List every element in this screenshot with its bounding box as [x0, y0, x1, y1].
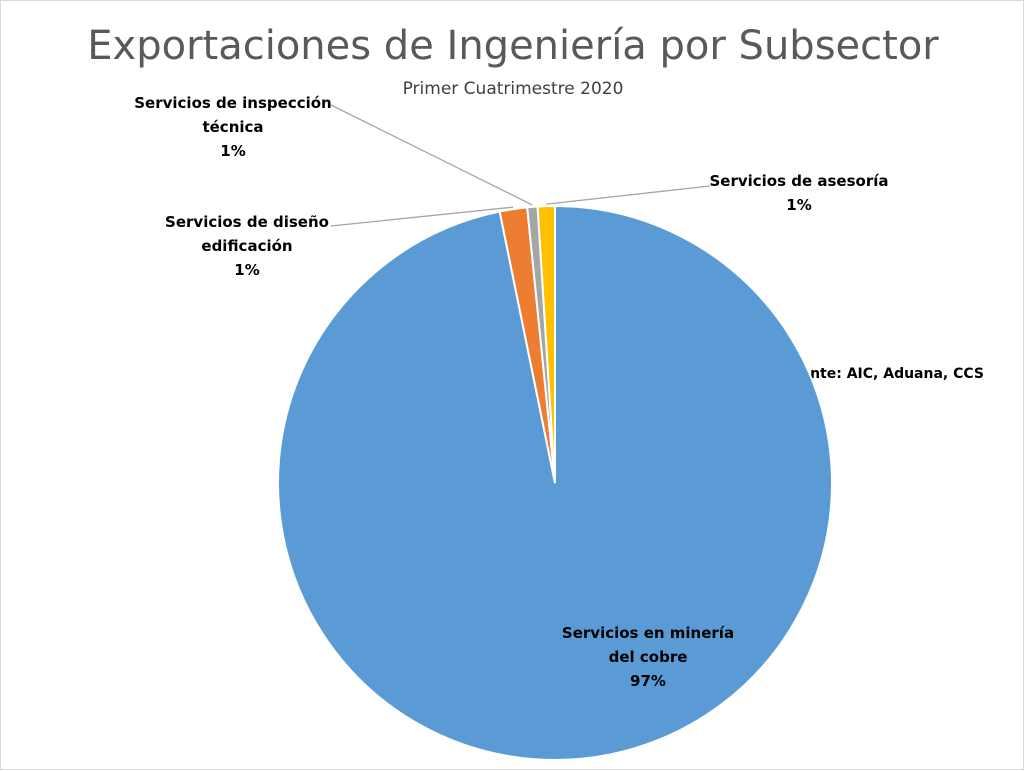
slice-percent: 1% — [220, 142, 245, 160]
chart-subtitle: Primer Cuatrimestre 2020 — [403, 79, 624, 99]
slice-name-line: del cobre — [609, 648, 688, 666]
leader-line-2 — [330, 104, 533, 206]
pie-slice-3 — [536, 204, 556, 484]
slice-label-0: Servicios en minería del cobre 97% — [562, 624, 734, 690]
slice-percent: 97% — [630, 672, 666, 690]
slice-name-line: técnica — [202, 118, 263, 136]
chart-title: Exportaciones de Ingeniería por Subsecto… — [87, 23, 939, 69]
slice-labels: Servicios en minería del cobre 97%Servicio… — [134, 94, 888, 690]
slice-name-line: Servicios de diseño — [165, 213, 329, 231]
leader-lines — [330, 104, 711, 227]
slice-label-1: Servicios de diseño edificación 1% — [165, 213, 329, 279]
source-note: Fuente: AIC, Aduana, CCS — [782, 366, 984, 382]
leader-line-3 — [546, 185, 711, 205]
slice-label-3: Servicios de asesoría 1% — [709, 172, 888, 214]
leader-line-1 — [330, 206, 514, 227]
pie-slices — [277, 204, 833, 761]
slice-name-line: Servicios en minería — [562, 624, 734, 642]
slice-percent: 1% — [234, 261, 259, 279]
slice-percent: 1% — [786, 196, 811, 214]
slice-name-line: Servicios de asesoría — [709, 172, 888, 190]
slice-name-line: Servicios de inspección — [134, 94, 331, 112]
slice-label-2: Servicios de inspección técnica 1% — [134, 94, 331, 160]
slice-name-line: edificación — [201, 237, 292, 255]
